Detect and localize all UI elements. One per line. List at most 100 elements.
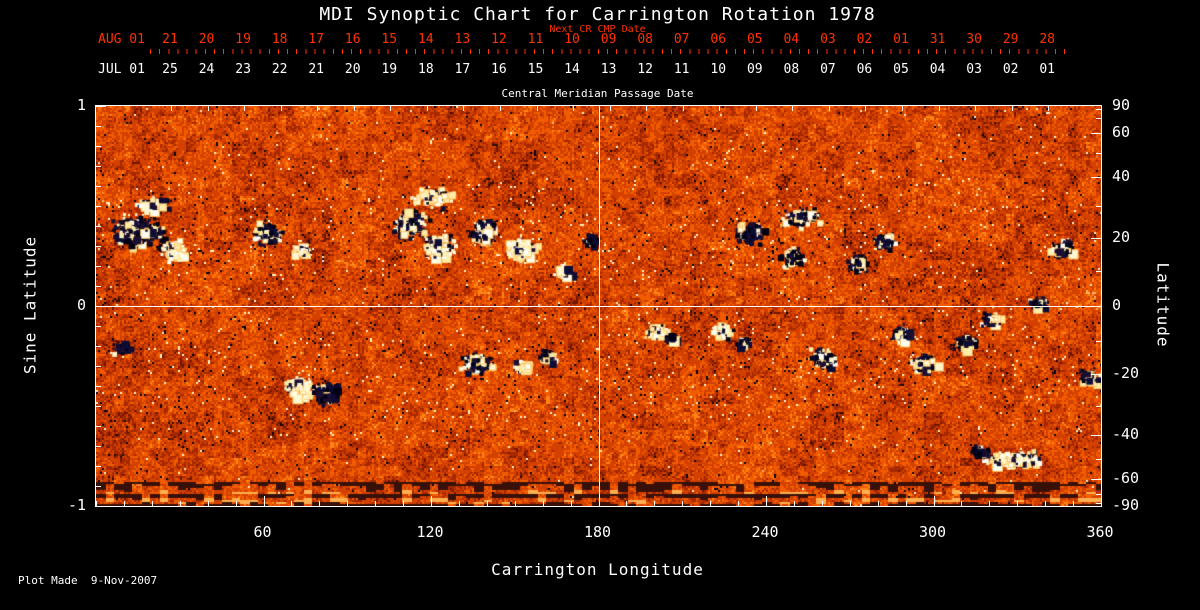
x-tick-label: 60: [253, 523, 272, 541]
top-axis-tick: [719, 106, 721, 111]
x-axis-minor-tick: [235, 501, 237, 506]
jul-day-tick-label: 25: [162, 62, 178, 77]
y-left-minor-tick: [96, 226, 101, 227]
top-axis-tick: [499, 106, 501, 111]
top-axis-tick: [317, 106, 319, 111]
x-axis-minor-tick: [821, 501, 823, 506]
jul-day-tick-label: 07: [820, 62, 836, 77]
jul-day-tick-label: 11: [673, 62, 690, 77]
top-axis-tick: [682, 106, 684, 111]
aug-day-tick-label: 02: [856, 32, 873, 47]
y-left-minor-tick: [96, 386, 101, 387]
top-axis-tick: [536, 106, 538, 111]
y-right-tick-label: 90: [1112, 96, 1131, 114]
aug-day-tick-label: 11: [527, 32, 544, 47]
carrington-longitude-axis-title: Carrington Longitude: [491, 560, 704, 579]
x-axis-minor-tick: [347, 501, 349, 506]
jul-day-tick-label: 13: [600, 62, 617, 77]
top-axis-tick: [171, 106, 172, 111]
jul-day-tick-label: 21: [308, 62, 325, 77]
gridline-equator: [96, 306, 1101, 307]
jul-day-tick-label: 15: [527, 62, 544, 77]
x-axis-minor-tick: [96, 501, 97, 506]
jul-day-tick-label: 04: [929, 62, 946, 77]
y-left-minor-tick: [96, 486, 101, 487]
x-axis-minor-tick: [123, 501, 125, 506]
top-axis-tick: [902, 106, 903, 111]
y-right-major-tick: [1091, 479, 1101, 481]
y-left-minor-tick: [96, 286, 101, 287]
y-right-minor-tick: [1096, 109, 1101, 111]
y-right-minor-tick: [1096, 340, 1101, 342]
top-axis-tick: [938, 106, 940, 111]
y-left-tick-label: 1: [76, 96, 86, 114]
next-cr-cmp-date-label: Next CR CMP Date: [549, 24, 646, 35]
aug-day-tick-label: 13: [454, 32, 471, 47]
x-axis-minor-tick: [375, 501, 377, 506]
jul-day-tick-label: 16: [491, 62, 507, 77]
x-axis-minor-tick: [179, 501, 181, 506]
y-right-minor-tick: [1096, 152, 1101, 154]
top-axis-tick: [975, 106, 977, 111]
aug-day-tick-label: 05: [746, 32, 763, 47]
y-left-minor-tick: [96, 246, 101, 247]
top-axis-tick: [792, 106, 794, 111]
y-right-minor-tick: [1096, 118, 1101, 120]
y-right-major-tick: [1091, 237, 1101, 239]
aug-day-tick-label: 09: [600, 32, 617, 47]
top-axis-tick: [828, 106, 830, 111]
y-right-major-tick: [1091, 132, 1101, 134]
jul-day-tick-label: 03: [966, 62, 982, 77]
top-axis-tick: [865, 106, 867, 111]
y-left-minor-tick: [96, 126, 101, 127]
aug-day-tick-label: 15: [381, 32, 398, 47]
aug-day-tick-label: 14: [418, 32, 434, 47]
aug-day-tick-label: 19: [235, 32, 251, 47]
aug-day-tick-label: 31: [929, 32, 946, 47]
x-axis-minor-tick: [486, 501, 488, 506]
jul-day-tick-label: 09: [746, 62, 763, 77]
x-axis-minor-tick: [1017, 501, 1019, 506]
x-tick-label: 240: [751, 523, 779, 541]
x-tick-label: 180: [583, 523, 612, 541]
y-left-minor-tick: [96, 446, 101, 447]
y-right-tick-label: -60: [1112, 469, 1140, 488]
top-axis-tick: [207, 106, 209, 111]
top-axis-tick: [280, 106, 282, 111]
x-axis-minor-tick: [403, 501, 405, 506]
sine-latitude-axis-title: Sine Latitude: [20, 235, 40, 375]
x-axis-minor-tick: [458, 501, 460, 506]
jul-day-tick-label: 14: [564, 62, 580, 77]
x-axis-minor-tick: [1045, 501, 1047, 506]
top-axis-tick: [609, 106, 611, 111]
x-tick-label: 360: [1086, 523, 1114, 541]
y-right-minor-tick: [1096, 502, 1101, 504]
x-axis-minor-tick: [738, 501, 740, 506]
jul-date-axis: JUL 01 25 24 23 22 21 20 19 18 17 16 15 14 13 12 11 10 0…: [95, 62, 1100, 78]
top-axis-tick: [244, 106, 246, 111]
aug-day-tick-label: 12: [491, 32, 507, 47]
aug-date-axis: AUG 01 21 20 19 18 17 16 15 14 13 12 11 10 09 08 07 06 0…: [95, 32, 1100, 48]
x-axis-major-tick: [263, 496, 265, 506]
y-right-tick-label: -90: [1112, 496, 1140, 514]
x-axis-minor-tick: [654, 501, 656, 506]
top-axis-tick: [1011, 106, 1013, 111]
top-axis-tick: [1048, 106, 1050, 111]
jul-prefix-label: JUL 01: [98, 62, 145, 77]
jul-day-tick-label: 05: [893, 62, 909, 77]
top-axis-tick: [390, 106, 392, 111]
y-left-minor-tick: [96, 406, 101, 407]
x-axis-minor-tick: [793, 501, 795, 506]
aug-day-tick-label: 17: [308, 32, 325, 47]
aug-day-tick-label: 28: [1039, 32, 1056, 47]
aug-day-tick-label: 21: [162, 32, 178, 47]
y-left-minor-tick: [96, 146, 101, 147]
aug-day-tick-label: 16: [344, 32, 361, 47]
x-axis-minor-tick: [291, 501, 293, 506]
y-right-tick-label: 20: [1112, 227, 1131, 246]
jul-day-tick-label: 06: [856, 62, 873, 77]
y-right-tick-label: 40: [1112, 167, 1131, 186]
x-axis-minor-tick: [682, 501, 684, 506]
top-axis-tick: [573, 106, 575, 111]
